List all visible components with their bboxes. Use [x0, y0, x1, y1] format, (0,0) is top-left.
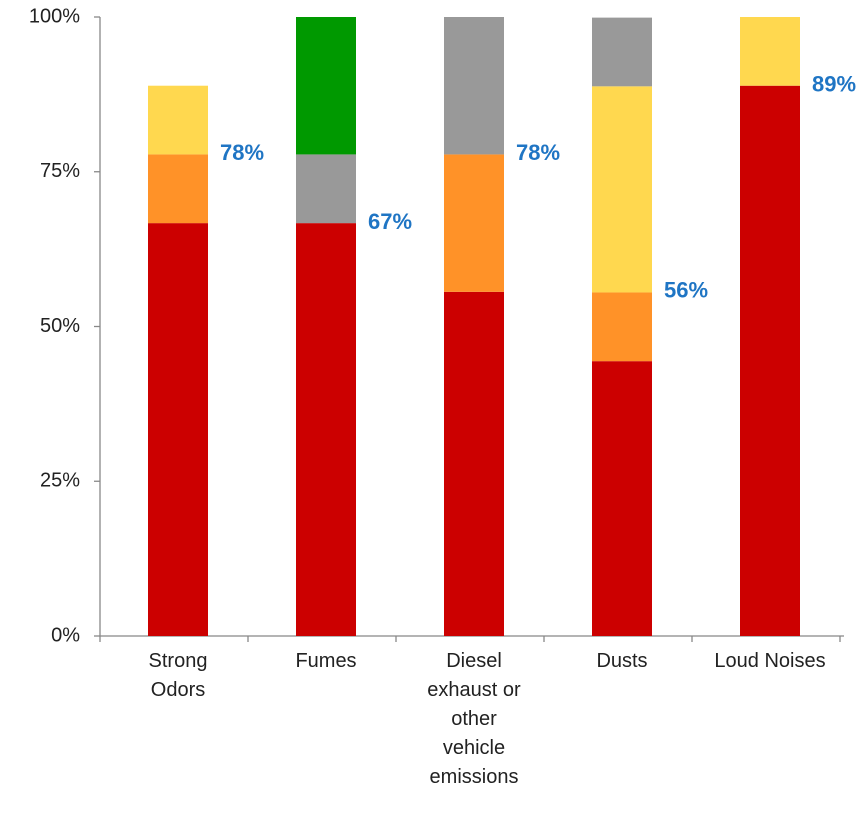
x-tick-label-line: emissions: [430, 766, 519, 788]
y-tick-label: 0%: [51, 624, 80, 646]
x-tick-label-line: Fumes: [295, 650, 356, 672]
bar-segment: [148, 154, 208, 224]
total-label: 78%: [516, 140, 560, 165]
x-tick-label-line: other: [451, 708, 497, 730]
bar-segment: [296, 223, 356, 636]
x-tick-label: Loud Noises: [714, 650, 825, 672]
total-label: 89%: [812, 72, 856, 97]
bar-segment: [444, 291, 504, 636]
total-label: 56%: [664, 278, 708, 303]
bar-segment: [444, 154, 504, 292]
bar-segment: [592, 17, 652, 87]
x-tick-label-line: Loud Noises: [714, 650, 825, 672]
x-tick-label: Fumes: [295, 650, 356, 672]
x-tick-label-line: exhaust or: [427, 679, 521, 701]
bar-segment: [444, 17, 504, 155]
x-tick-label: Diesel exhaust or other vehicle emissions: [427, 650, 521, 788]
bar-segment: [296, 17, 356, 155]
x-tick-label-line: Strong: [149, 650, 208, 672]
x-tick-label-line: Diesel: [446, 650, 502, 672]
bar-segment: [296, 154, 356, 224]
bar-segment: [592, 86, 652, 293]
y-tick-label: 100%: [29, 5, 80, 27]
total-label: 67%: [368, 209, 412, 234]
x-tick-label-line: Dusts: [596, 650, 647, 672]
bar-segment: [740, 85, 800, 637]
bar-segment: [148, 85, 208, 155]
y-tick-label: 50%: [40, 315, 80, 337]
x-tick-label: Strong Odors: [149, 650, 208, 701]
bar-segment: [592, 361, 652, 636]
y-tick-label: 25%: [40, 470, 80, 492]
bar-segment: [592, 292, 652, 362]
total-label: 78%: [220, 140, 264, 165]
y-tick-label: 75%: [40, 160, 80, 182]
bar-segment: [148, 223, 208, 636]
x-tick-label-line: vehicle: [443, 737, 505, 759]
bar-segment: [740, 17, 800, 86]
x-tick-label-line: Odors: [151, 679, 205, 701]
x-tick-label: Dusts: [596, 650, 647, 672]
